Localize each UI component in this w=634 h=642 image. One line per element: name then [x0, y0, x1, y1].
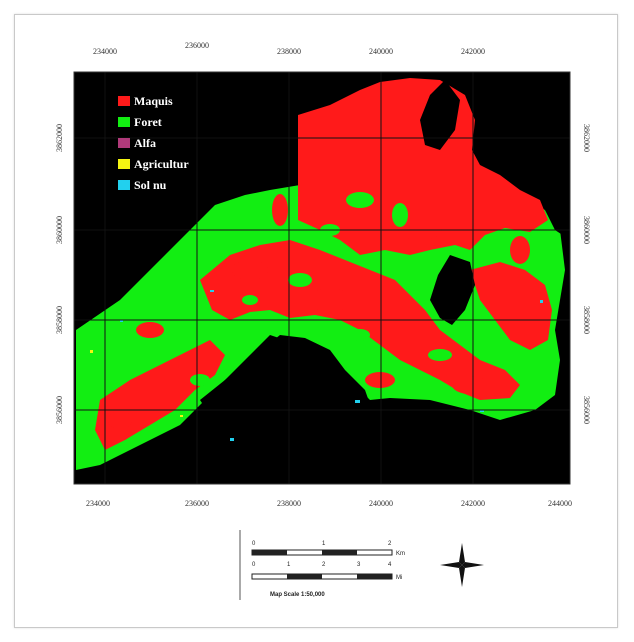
sol-nu-flecks — [120, 290, 543, 441]
scale-bar: 0 1 2 Km 0 1 2 3 4 Mi Map Scale 1:50,000 — [239, 530, 405, 600]
legend-label: Alfa — [134, 136, 156, 150]
agriculture-flecks — [90, 350, 183, 417]
top-axis-label: 236000 — [185, 41, 209, 50]
scale-km-tick: 0 — [252, 541, 256, 547]
bottom-axis-label: 238000 — [277, 499, 301, 508]
legend-swatch-sol-nu — [118, 180, 130, 190]
scale-mi-tick: 2 — [322, 562, 326, 568]
bottom-axis-label: 234000 — [86, 499, 110, 508]
legend-swatch-alfa — [118, 138, 130, 148]
scale-mi-unit: Mi — [396, 575, 402, 581]
bottom-axis-label: 242000 — [461, 499, 485, 508]
water-bodies — [200, 80, 570, 470]
legend-swatch-maquis — [118, 96, 130, 106]
legend: Maquis Foret Alfa Agricultur Sol nu — [118, 94, 189, 192]
right-axis-label: 3856000 — [582, 396, 591, 424]
map-grid — [74, 72, 570, 484]
left-axis-label: 3858000 — [55, 306, 64, 334]
maquis-region-east — [470, 262, 552, 350]
scale-mi-tick: 0 — [252, 562, 256, 568]
legend-label: Maquis — [134, 94, 173, 108]
scale-mi-tick: 1 — [287, 562, 291, 568]
maquis-patches — [108, 194, 530, 429]
north-arrow-icon — [440, 543, 484, 587]
legend-swatch-agriculture — [118, 159, 130, 169]
legend-swatch-foret — [118, 117, 130, 127]
bottom-axis-label: 236000 — [185, 499, 209, 508]
top-axis-label: 240000 — [369, 47, 393, 56]
top-axis-label: 242000 — [461, 47, 485, 56]
left-axis-label: 3856000 — [55, 396, 64, 424]
right-axis-label: 3860000 — [582, 216, 591, 244]
top-axis-label: 238000 — [277, 47, 301, 56]
scale-km-tick: 1 — [322, 541, 326, 547]
scale-km-unit: Km — [396, 551, 405, 557]
left-axis-label: 3860000 — [55, 216, 64, 244]
scale-title: Map Scale 1:50,000 — [270, 592, 325, 598]
maquis-region-north — [298, 78, 548, 255]
bottom-axis-label: 244000 — [548, 499, 572, 508]
right-axis-label: 3858000 — [582, 306, 591, 334]
scale-mi-tick: 4 — [388, 562, 392, 568]
legend-label: Sol nu — [134, 178, 167, 192]
legend-label: Agricultur — [134, 157, 189, 171]
left-axis-label: 3862000 — [55, 124, 64, 152]
map-border — [73, 71, 571, 485]
scale-km-tick: 2 — [388, 541, 392, 547]
bottom-axis-label: 240000 — [369, 499, 393, 508]
right-axis-label: 3862000 — [582, 124, 591, 152]
legend-label: Foret — [134, 115, 162, 129]
scale-mi-tick: 3 — [357, 562, 361, 568]
top-axis-label: 234000 — [93, 47, 117, 56]
